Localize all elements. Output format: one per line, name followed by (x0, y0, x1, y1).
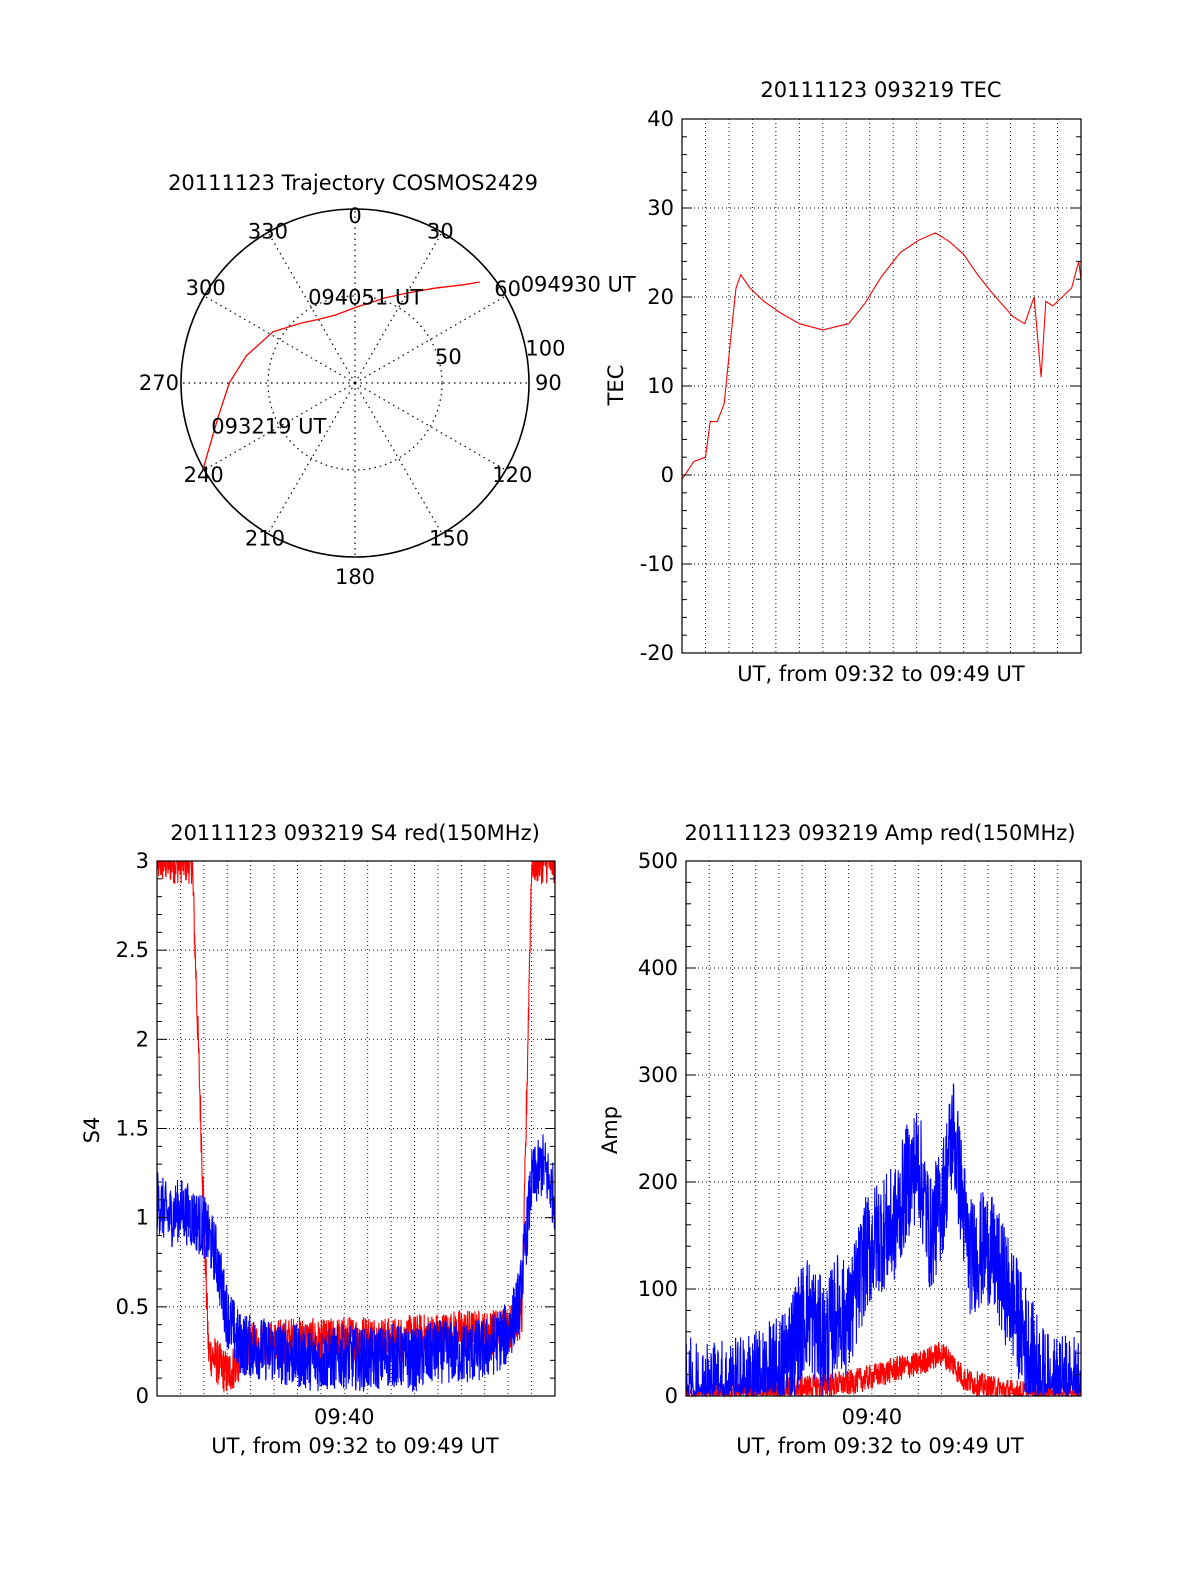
polar-grid (180, 208, 530, 558)
series-line-blue (156, 1134, 556, 1392)
polar-angle-label: 300 (186, 276, 226, 300)
s4-y-axis-label: S4 (80, 1117, 104, 1144)
y-tick-label: 0 (665, 1384, 678, 1408)
trajectory-series (202, 281, 480, 470)
x-tick-label: 09:40 (842, 1405, 903, 1429)
amp-axes: 0 100 200 300 400 500 09:40 (638, 849, 1082, 1429)
s4-series (156, 860, 556, 1393)
x-tick-label: 09:40 (314, 1405, 375, 1429)
y-tick-label: 400 (638, 956, 678, 980)
s4-panel: 20111123 093219 S4 red(150MHz) 0 0.5 1 1.5 2… (80, 821, 556, 1458)
tec-axes: -20 -10 0 10 20 30 40 (640, 107, 1082, 665)
tec-title: 20111123 093219 TEC (760, 78, 1001, 102)
trajectory-line-0 (202, 281, 480, 470)
tec-y-axis-label: TEC (604, 365, 628, 407)
y-tick-label: 500 (638, 849, 678, 873)
polar-time-annotation: 093219 UT (211, 415, 326, 439)
y-tick-label: 300 (638, 1063, 678, 1087)
amp-y-axis-label: Amp (598, 1106, 622, 1154)
polar-outer-circle (180, 208, 530, 558)
polar-angle-label: 0 (348, 204, 361, 228)
polar-angle-label: 240 (184, 463, 224, 487)
tec-grid (682, 119, 1081, 653)
polar-spoke-60 (354, 295, 506, 384)
y-tick-label: -10 (640, 552, 674, 576)
series-line-red (156, 860, 556, 1393)
polar-angle-label: 270 (139, 371, 179, 395)
polar-angle-label: 210 (245, 526, 285, 550)
polar-angle-label: 90 (535, 371, 562, 395)
polar-spoke-120 (354, 382, 506, 471)
y-tick-label: 2.5 (116, 938, 149, 962)
polar-spoke-330 (267, 232, 356, 384)
series-line-red (681, 232, 1082, 480)
y-tick-label: 0 (136, 1384, 149, 1408)
tec-x-axis-label: UT, from 09:32 to 09:49 UT (737, 662, 1025, 686)
polar-labels: 0 30 60 90 120 150 180 210 240 270 300 330 50 100 0949… (139, 204, 636, 589)
s4-axes: 0 0.5 1 1.5 2 2.5 3 09:40 (116, 849, 556, 1429)
polar-spoke-300 (204, 295, 356, 384)
y-tick-label: 3 (136, 849, 149, 873)
polar-spoke-240 (204, 382, 356, 471)
tec-series (681, 232, 1082, 480)
s4-x-axis-label: UT, from 09:32 to 09:49 UT (211, 1434, 499, 1458)
polar-time-annotation: 094051 UT (308, 286, 423, 310)
amp-series (685, 1083, 1082, 1398)
y-tick-label: 0 (661, 463, 674, 487)
y-tick-label: 200 (638, 1170, 678, 1194)
polar-angle-label: 120 (492, 463, 532, 487)
polar-angle-label: 330 (248, 220, 288, 244)
polar-spoke-30 (354, 232, 443, 384)
amp-x-axis-label: UT, from 09:32 to 09:49 UT (736, 1434, 1024, 1458)
polar-angle-label: 180 (335, 565, 375, 589)
y-tick-label: 40 (647, 107, 674, 131)
y-tick-label: 10 (647, 374, 674, 398)
s4-title: 20111123 093219 S4 red(150MHz) (170, 821, 540, 845)
polar-ring-0 (267, 295, 443, 471)
polar-spoke-210 (267, 382, 356, 534)
plot-frame (685, 860, 1082, 1397)
amp-title: 20111123 093219 Amp red(150MHz) (684, 821, 1075, 845)
polar-spoke-150 (354, 382, 443, 534)
plot-frame (681, 118, 1082, 654)
trajectory-title: 20111123 Trajectory COSMOS2429 (168, 171, 538, 195)
polar-angle-label: 30 (427, 220, 454, 244)
polar-angle-label: 60 (494, 277, 521, 301)
polar-radius-label: 50 (435, 345, 462, 369)
y-tick-label: 1 (136, 1206, 149, 1230)
trajectory-polar-panel: 20111123 Trajectory COSMOS2429 0 30 60 90 12… (139, 171, 636, 589)
y-tick-label: 0.5 (116, 1295, 149, 1319)
y-tick-label: 100 (638, 1277, 678, 1301)
y-tick-label: 20 (647, 285, 674, 309)
series-line-blue (685, 1083, 1082, 1398)
y-tick-label: 2 (136, 1027, 149, 1051)
y-tick-label: 1.5 (116, 1117, 149, 1141)
amp-panel: 20111123 093219 Amp red(150MHz) 0 100 200 3… (598, 821, 1082, 1458)
polar-angle-label: 150 (429, 526, 469, 550)
tec-panel: 20111123 093219 TEC -20 -10 0 10 20 30 40 UT, … (604, 78, 1082, 686)
y-tick-label: -20 (640, 641, 674, 665)
y-tick-label: 30 (647, 196, 674, 220)
polar-radius-label: 100 (525, 336, 565, 360)
polar-time-annotation: 094930 UT (521, 272, 636, 296)
